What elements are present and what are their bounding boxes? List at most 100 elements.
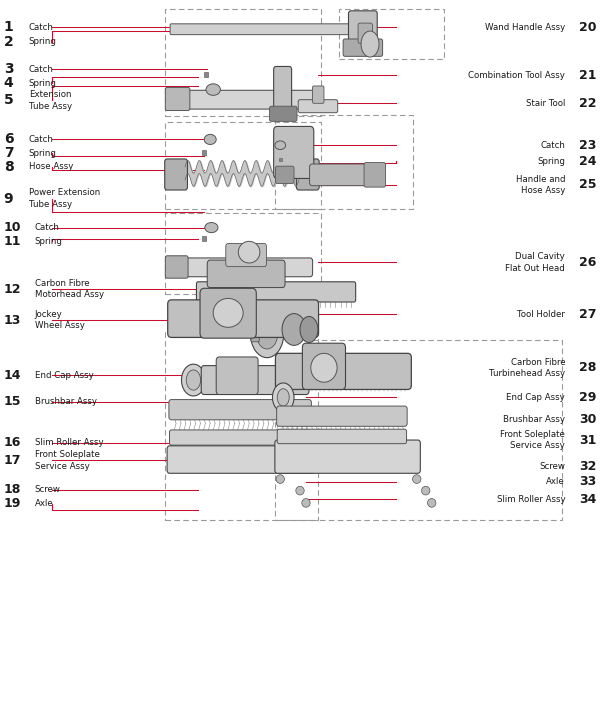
Text: 9: 9 — [4, 192, 13, 206]
FancyBboxPatch shape — [343, 39, 383, 56]
Bar — [204, 72, 208, 77]
Text: 32: 32 — [579, 460, 596, 473]
Text: 34: 34 — [579, 493, 596, 506]
Text: Spring: Spring — [29, 79, 57, 88]
Text: 30: 30 — [579, 413, 596, 426]
FancyBboxPatch shape — [298, 100, 338, 113]
FancyBboxPatch shape — [196, 282, 356, 302]
FancyBboxPatch shape — [165, 159, 187, 190]
Ellipse shape — [277, 389, 289, 406]
Ellipse shape — [272, 383, 294, 412]
Text: 31: 31 — [579, 434, 596, 447]
FancyBboxPatch shape — [313, 86, 324, 104]
Text: Catch: Catch — [35, 223, 59, 232]
Text: 33: 33 — [579, 476, 596, 489]
Text: Extension
Tube Assy: Extension Tube Assy — [29, 90, 72, 111]
Text: Catch: Catch — [541, 140, 565, 150]
Text: Handle and
Hose Assy: Handle and Hose Assy — [515, 174, 565, 195]
FancyBboxPatch shape — [169, 400, 311, 420]
FancyBboxPatch shape — [274, 67, 292, 119]
Text: Front Soleplate
Service Assy: Front Soleplate Service Assy — [35, 450, 100, 471]
Ellipse shape — [413, 475, 421, 484]
FancyBboxPatch shape — [296, 159, 319, 190]
Text: Screw: Screw — [35, 485, 61, 494]
Ellipse shape — [181, 364, 205, 396]
FancyBboxPatch shape — [201, 366, 309, 395]
Ellipse shape — [275, 141, 286, 150]
Ellipse shape — [256, 317, 278, 349]
Ellipse shape — [276, 475, 284, 484]
Text: 24: 24 — [579, 155, 596, 168]
Text: Carbon Fibre
Turbinehead Assy: Carbon Fibre Turbinehead Assy — [489, 358, 565, 378]
FancyBboxPatch shape — [166, 88, 190, 111]
Text: 22: 22 — [579, 97, 596, 110]
Text: Dual Cavity
Flat Out Head: Dual Cavity Flat Out Head — [505, 252, 565, 272]
Text: Screw: Screw — [539, 462, 565, 471]
FancyBboxPatch shape — [358, 23, 373, 43]
FancyBboxPatch shape — [349, 11, 377, 54]
Text: Power Extension
Tube Assy: Power Extension Tube Assy — [29, 188, 100, 209]
Text: Catch: Catch — [29, 65, 54, 74]
FancyBboxPatch shape — [166, 256, 188, 278]
Bar — [339, 9, 443, 59]
Text: 7: 7 — [4, 146, 13, 160]
Text: Axle: Axle — [35, 499, 53, 508]
FancyBboxPatch shape — [302, 343, 346, 390]
FancyBboxPatch shape — [251, 326, 259, 342]
FancyBboxPatch shape — [167, 446, 316, 473]
FancyBboxPatch shape — [167, 90, 316, 109]
Ellipse shape — [204, 135, 216, 145]
Text: 20: 20 — [579, 21, 596, 34]
FancyBboxPatch shape — [275, 440, 421, 473]
Bar — [166, 330, 318, 520]
Text: 16: 16 — [4, 437, 21, 450]
Text: 14: 14 — [4, 369, 21, 382]
Ellipse shape — [311, 353, 337, 382]
Text: Brushbar Assy: Brushbar Assy — [503, 415, 565, 424]
FancyBboxPatch shape — [170, 24, 358, 35]
Text: 21: 21 — [579, 69, 596, 82]
Text: 18: 18 — [4, 484, 21, 497]
Ellipse shape — [238, 241, 260, 263]
FancyBboxPatch shape — [207, 260, 285, 287]
Ellipse shape — [282, 313, 306, 345]
Text: Spring: Spring — [29, 148, 57, 158]
Text: 12: 12 — [4, 282, 21, 295]
Ellipse shape — [296, 487, 304, 495]
Ellipse shape — [302, 499, 310, 508]
Text: Jockey
Wheel Assy: Jockey Wheel Assy — [35, 310, 85, 330]
Text: Front Soleplate
Service Assy: Front Soleplate Service Assy — [500, 430, 565, 450]
Ellipse shape — [300, 316, 318, 342]
Text: Spring: Spring — [29, 38, 57, 46]
Text: 6: 6 — [4, 132, 13, 146]
Text: 29: 29 — [579, 391, 596, 404]
Text: Axle: Axle — [547, 477, 565, 487]
FancyBboxPatch shape — [167, 258, 313, 277]
Text: Wand Handle Assy: Wand Handle Assy — [485, 23, 565, 32]
Text: Spring: Spring — [35, 237, 62, 246]
Bar — [275, 115, 413, 209]
Text: 28: 28 — [579, 361, 596, 374]
Text: End Cap Assy: End Cap Assy — [35, 371, 94, 379]
Text: 15: 15 — [4, 395, 21, 408]
FancyBboxPatch shape — [168, 300, 319, 337]
FancyBboxPatch shape — [275, 167, 294, 183]
Text: Slim Roller Assy: Slim Roller Assy — [35, 439, 103, 447]
FancyBboxPatch shape — [275, 353, 412, 390]
Bar — [166, 122, 321, 209]
FancyBboxPatch shape — [226, 243, 266, 266]
Ellipse shape — [250, 308, 284, 358]
Bar — [166, 9, 321, 117]
Text: End Cap Assy: End Cap Assy — [506, 393, 565, 402]
Text: Slim Roller Assy: Slim Roller Assy — [497, 494, 565, 504]
FancyBboxPatch shape — [269, 106, 297, 122]
Ellipse shape — [213, 298, 243, 327]
Text: 26: 26 — [579, 256, 596, 269]
Bar — [202, 236, 206, 240]
Text: Catch: Catch — [29, 135, 54, 144]
Text: Spring: Spring — [538, 156, 565, 166]
Text: 27: 27 — [579, 308, 596, 321]
Text: 25: 25 — [579, 178, 596, 191]
Ellipse shape — [206, 84, 220, 96]
Text: Tool Holder: Tool Holder — [517, 310, 565, 319]
